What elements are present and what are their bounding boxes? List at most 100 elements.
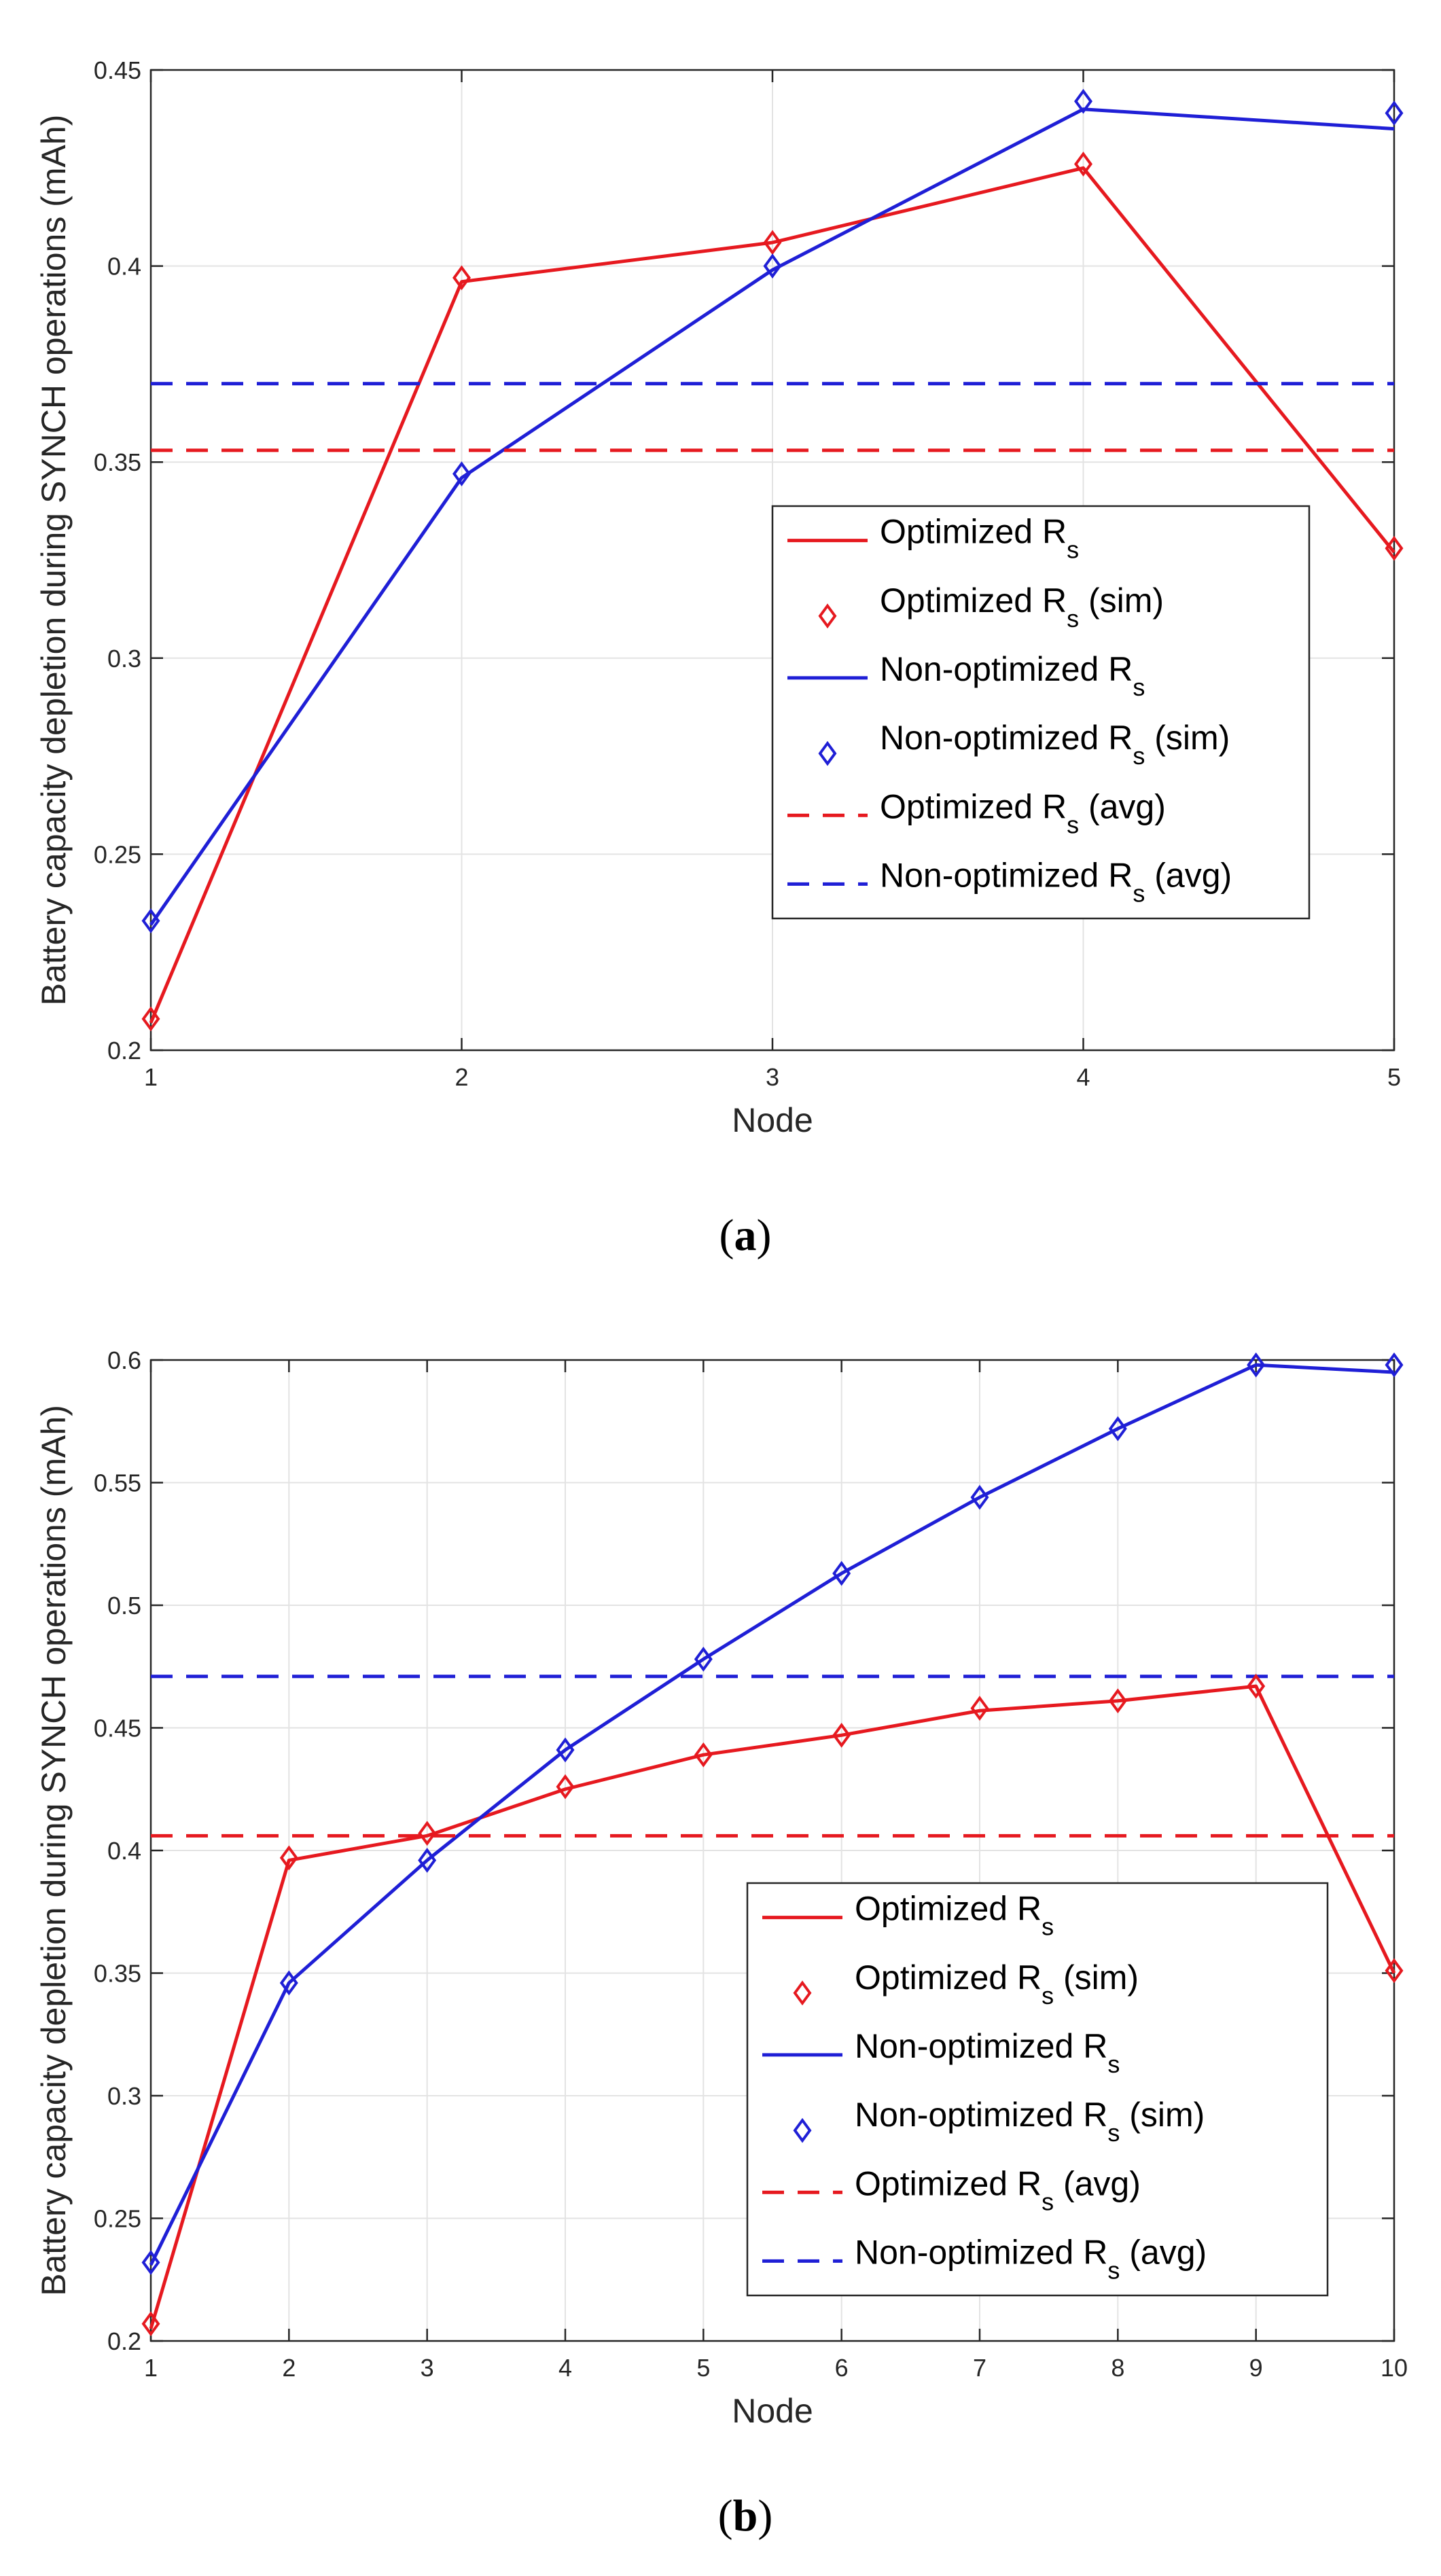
legend-entry-sub: s bbox=[1133, 673, 1145, 701]
x-axis-label: Node bbox=[732, 2392, 813, 2430]
sim-marker-3 bbox=[832, 1560, 851, 1586]
legend-entry-sub: s bbox=[1042, 1982, 1054, 2009]
legend-entry-sub: s bbox=[1133, 879, 1145, 907]
legend-entry-name: Non-optimized R bbox=[855, 2233, 1107, 2271]
legend-entry-sub: s bbox=[1107, 2119, 1120, 2147]
legend-entry-suffix: (sim) bbox=[1079, 582, 1164, 620]
x-tick-label: 4 bbox=[558, 2354, 572, 2382]
y-tick-label: 0.5 bbox=[107, 1592, 141, 1620]
legend-entry-name: Optimized R bbox=[880, 787, 1067, 825]
legend-entry-name: Non-optimized R bbox=[880, 856, 1133, 894]
x-tick-label: 5 bbox=[696, 2354, 710, 2382]
legend-swatch-marker bbox=[793, 2117, 812, 2143]
sim-marker-3 bbox=[970, 1484, 989, 1510]
y-tick-label: 0.4 bbox=[107, 253, 141, 281]
sim-marker-3 bbox=[141, 908, 160, 933]
legend-entry-sub: s bbox=[1107, 2050, 1120, 2078]
x-tick-label: 4 bbox=[1076, 1063, 1090, 1091]
legend-entry-name: Optimized R bbox=[855, 2164, 1042, 2202]
legend-entry-name: Optimized R bbox=[880, 513, 1067, 551]
legend-entry-sub: s bbox=[1133, 742, 1145, 770]
sim-marker-3 bbox=[452, 461, 471, 486]
sim-marker-3 bbox=[1385, 1352, 1404, 1378]
sim-marker-1 bbox=[1385, 1958, 1404, 1984]
legend-entry-label: Optimized Rs bbox=[880, 513, 1079, 564]
x-tick-label: 3 bbox=[421, 2354, 434, 2382]
sim-marker-3 bbox=[141, 2250, 160, 2275]
sim-marker-3 bbox=[694, 1647, 713, 1672]
series-line-2 bbox=[149, 107, 1395, 926]
legend-box bbox=[771, 505, 1311, 920]
caption-close-paren: ) bbox=[758, 2491, 772, 2541]
x-axis-label: Node bbox=[732, 1101, 813, 1139]
chart-b: 1 2 3 4 5 6 7 8 9 10 0.2 0.25 0.3 0.35 0.4 0.45 0.5 0.55 0… bbox=[35, 1346, 1408, 2541]
sim-marker-1 bbox=[1074, 151, 1092, 177]
x-tick-label: 7 bbox=[973, 2354, 986, 2382]
legend-entry-sub: s bbox=[1042, 1913, 1054, 1941]
x-tick-label: 1 bbox=[144, 1063, 158, 1091]
legend-entry-suffix: (avg) bbox=[1145, 856, 1232, 894]
legend-entry-name: Optimized R bbox=[855, 1890, 1042, 1928]
y-tick-label: 0.2 bbox=[107, 2327, 141, 2355]
legend-entry-label: Non-optimized Rs (sim) bbox=[880, 719, 1230, 770]
sim-marker-1 bbox=[763, 230, 782, 255]
y-tick-label: 0.4 bbox=[107, 1837, 141, 1865]
sim-marker-3 bbox=[556, 1737, 575, 1763]
sim-marker-1 bbox=[694, 1742, 713, 1768]
caption-letter: a bbox=[734, 1211, 757, 1260]
y-tick-label: 0.3 bbox=[107, 645, 141, 673]
x-tick-label: 3 bbox=[766, 1063, 779, 1091]
legend-entry-suffix: (avg) bbox=[1054, 2164, 1141, 2202]
y-tick-label: 0.25 bbox=[94, 2205, 141, 2233]
y-tick-label: 0.35 bbox=[94, 448, 141, 476]
caption-open-paren: ( bbox=[719, 1211, 734, 1260]
legend-entry-sub: s bbox=[1107, 2256, 1120, 2284]
legend-entry-label: Non-optimized Rs bbox=[880, 650, 1145, 701]
sim-marker-1 bbox=[832, 1722, 851, 1748]
sim-marker-1 bbox=[141, 2311, 160, 2337]
figure-caption: (b) bbox=[718, 2491, 773, 2541]
y-axis-label: Battery capacity depletion during SYNCH … bbox=[35, 115, 73, 1006]
legend-entry-sub: s bbox=[1067, 605, 1079, 632]
y-tick-label: 0.25 bbox=[94, 840, 141, 868]
legend-entry-suffix: (sim) bbox=[1145, 719, 1230, 757]
sim-marker-3 bbox=[1108, 1416, 1127, 1442]
y-tick-label: 0.45 bbox=[94, 1715, 141, 1742]
legend-entry-name: Non-optimized R bbox=[855, 2096, 1107, 2134]
legend-entry-name: Non-optimized R bbox=[855, 2027, 1107, 2065]
legend-entry-suffix: (sim) bbox=[1054, 1958, 1139, 1997]
series-line-2 bbox=[149, 1363, 1395, 2266]
sim-marker-1 bbox=[452, 265, 471, 291]
legend-entry-label: Non-optimized Rs (avg) bbox=[855, 2233, 1207, 2284]
sim-marker-3 bbox=[1074, 88, 1092, 114]
x-tick-label: 5 bbox=[1387, 1063, 1401, 1091]
sim-marker-1 bbox=[1247, 1673, 1266, 1699]
legend-entry-suffix: (sim) bbox=[1120, 2096, 1205, 2134]
legend-entry-label: Non-optimized Rs (avg) bbox=[880, 856, 1232, 907]
x-tick-label: 2 bbox=[282, 2354, 296, 2382]
y-tick-label: 0.2 bbox=[107, 1037, 141, 1065]
sim-marker-3 bbox=[1247, 1352, 1266, 1378]
x-tick-label: 1 bbox=[144, 2354, 158, 2382]
legend-entry-name: Non-optimized R bbox=[880, 719, 1133, 757]
sim-marker-1 bbox=[970, 1696, 989, 1721]
legend-entry-sub: s bbox=[1067, 810, 1079, 838]
legend-entry-label: Optimized Rs bbox=[855, 1890, 1054, 1941]
y-tick-label: 0.35 bbox=[94, 1960, 141, 1988]
legend-entry-suffix: (avg) bbox=[1120, 2233, 1207, 2271]
legend-swatch-marker bbox=[818, 740, 837, 766]
legend-swatch-marker bbox=[793, 1980, 812, 2006]
caption-letter: b bbox=[733, 2491, 758, 2541]
caption-close-paren: ) bbox=[757, 1211, 772, 1260]
figure-caption: (a) bbox=[719, 1211, 772, 1260]
legend-entry-label: Non-optimized Rs bbox=[855, 2027, 1120, 2078]
sim-marker-1 bbox=[1385, 535, 1404, 561]
legend-entry-name: Optimized R bbox=[880, 582, 1067, 620]
sim-marker-1 bbox=[418, 1821, 437, 1846]
x-tick-label: 9 bbox=[1249, 2354, 1263, 2382]
legend-box bbox=[746, 1882, 1329, 2297]
legend-entry-label: Optimized Rs (sim) bbox=[855, 1958, 1139, 2009]
sim-marker-3 bbox=[279, 1970, 298, 1996]
y-tick-label: 0.55 bbox=[94, 1469, 141, 1497]
